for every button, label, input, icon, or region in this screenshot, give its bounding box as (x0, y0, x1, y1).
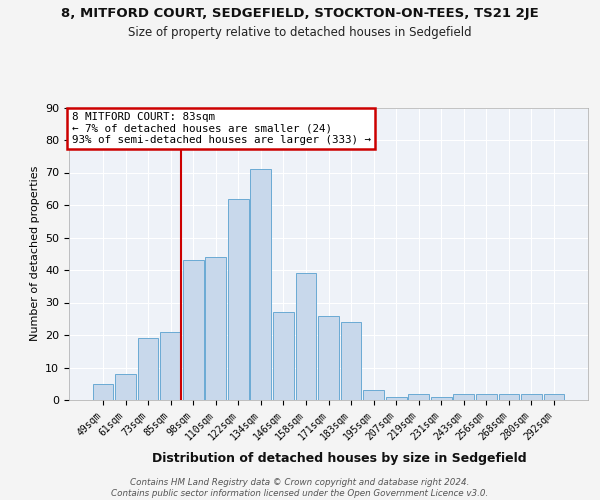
Bar (409, 394, 429, 400)
Bar (137, 338, 158, 400)
Bar (363, 390, 384, 400)
Bar (476, 394, 497, 400)
Bar (273, 312, 294, 400)
Bar (92, 384, 113, 400)
Text: Distribution of detached houses by size in Sedgefield: Distribution of detached houses by size … (152, 452, 526, 465)
Bar (431, 397, 452, 400)
Bar (521, 394, 542, 400)
Bar (228, 198, 248, 400)
Text: Size of property relative to detached houses in Sedgefield: Size of property relative to detached ho… (128, 26, 472, 39)
Bar (454, 394, 474, 400)
Bar (544, 394, 565, 400)
Text: Contains HM Land Registry data © Crown copyright and database right 2024.
Contai: Contains HM Land Registry data © Crown c… (112, 478, 488, 498)
Text: 8, MITFORD COURT, SEDGEFIELD, STOCKTON-ON-TEES, TS21 2JE: 8, MITFORD COURT, SEDGEFIELD, STOCKTON-O… (61, 8, 539, 20)
Bar (183, 260, 203, 400)
Y-axis label: Number of detached properties: Number of detached properties (29, 166, 40, 342)
Bar (386, 397, 407, 400)
Bar (296, 273, 316, 400)
Bar (250, 169, 271, 400)
Text: 8 MITFORD COURT: 83sqm
← 7% of detached houses are smaller (24)
93% of semi-deta: 8 MITFORD COURT: 83sqm ← 7% of detached … (71, 112, 371, 145)
Bar (341, 322, 361, 400)
Bar (318, 316, 339, 400)
Bar (160, 332, 181, 400)
Bar (499, 394, 520, 400)
Bar (115, 374, 136, 400)
Bar (205, 257, 226, 400)
